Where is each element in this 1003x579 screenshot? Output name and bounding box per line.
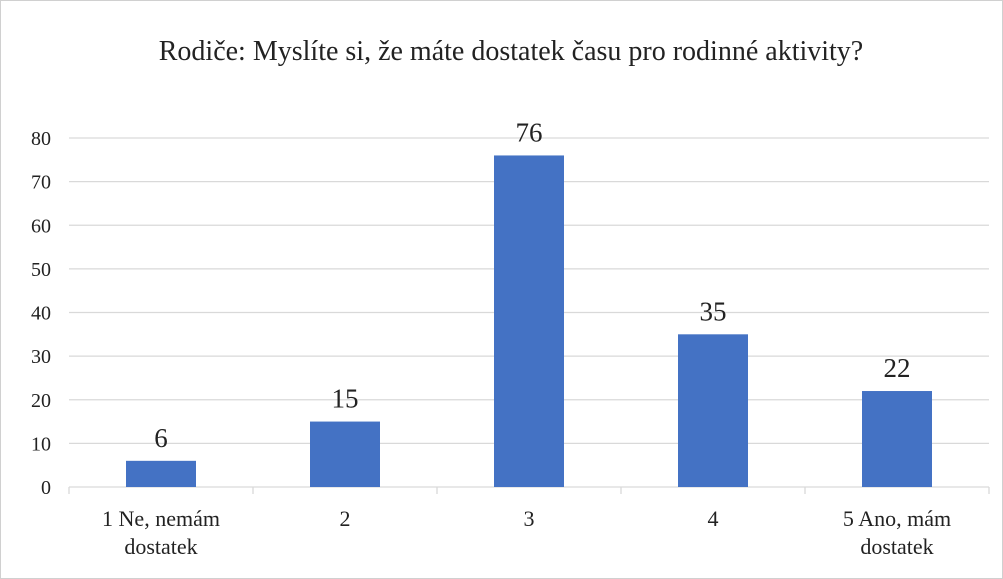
y-tick-label: 20: [31, 390, 51, 412]
bar: [678, 334, 748, 487]
x-tick-label: 1 Ne, nemám dostatek: [102, 506, 220, 559]
data-label: 35: [700, 296, 727, 326]
data-label: 76: [516, 117, 543, 147]
bar: [862, 391, 932, 487]
bar: [310, 421, 380, 487]
data-label: 15: [332, 384, 359, 414]
data-label: 6: [154, 423, 168, 453]
y-tick-label: 70: [31, 172, 51, 194]
y-tick-label: 30: [31, 346, 51, 368]
bar: [126, 460, 196, 487]
y-tick-label: 80: [31, 128, 51, 150]
x-tick-label: 3: [523, 506, 535, 531]
y-tick-label: 40: [31, 303, 51, 325]
x-tick-label: 2: [339, 506, 351, 531]
y-tick-label: 10: [31, 433, 51, 455]
y-tick-label: 0: [41, 477, 51, 499]
y-tick-label: 60: [31, 215, 51, 237]
data-label: 22: [884, 353, 911, 383]
chart-title: Rodiče: Myslíte si, že máte dostatek čas…: [158, 36, 864, 67]
bar: [494, 155, 564, 487]
y-tick-label: 50: [31, 259, 51, 281]
x-tick-label: 5 Ano, mám dostatek: [842, 506, 952, 559]
x-tick-label: 4: [707, 506, 719, 531]
